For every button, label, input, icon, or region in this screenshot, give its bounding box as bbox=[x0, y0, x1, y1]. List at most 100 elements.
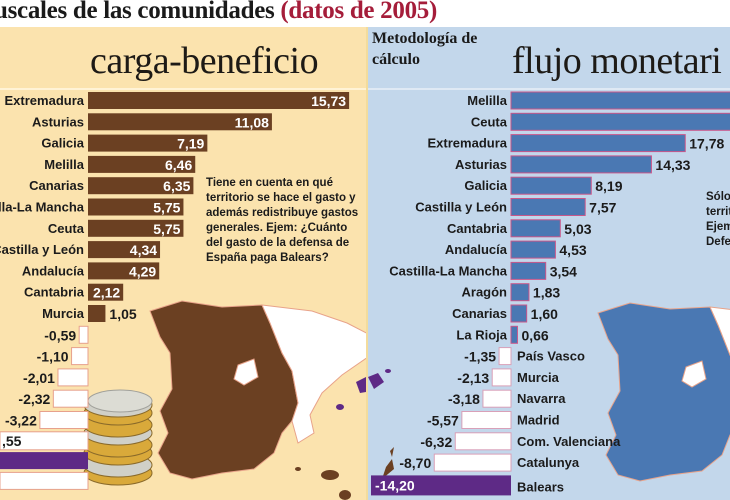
bar bbox=[510, 304, 528, 323]
bar bbox=[88, 262, 160, 280]
canary-island bbox=[382, 459, 394, 479]
bar bbox=[0, 471, 89, 490]
bar bbox=[88, 177, 194, 195]
category-label: Castilla y León bbox=[415, 200, 507, 215]
value-label: 6,35 bbox=[163, 178, 190, 194]
value-label: -3,18 bbox=[448, 391, 480, 407]
value-label: 7,19 bbox=[177, 136, 204, 152]
category-label: Cantabria bbox=[447, 221, 508, 236]
bar bbox=[510, 240, 556, 259]
value-label: -2,13 bbox=[457, 370, 489, 386]
category-label: Ceuta bbox=[48, 221, 85, 236]
value-label: -1,35 bbox=[464, 349, 496, 365]
divider bbox=[0, 88, 366, 90]
value-label: 6,46 bbox=[165, 157, 192, 173]
value-label: 4,53 bbox=[559, 242, 586, 258]
bar bbox=[88, 198, 184, 216]
value-label: 0,66 bbox=[521, 327, 548, 343]
bar bbox=[371, 475, 511, 496]
bar bbox=[498, 347, 512, 366]
value-label: -3,22 bbox=[5, 413, 37, 429]
bar bbox=[510, 219, 561, 238]
balears-island bbox=[368, 373, 384, 389]
value-label: 2,12 bbox=[93, 285, 120, 301]
value-label: -2,32 bbox=[18, 391, 50, 407]
headline-main: uscales de las comunidades bbox=[0, 0, 275, 24]
bar bbox=[510, 155, 652, 174]
flujo-monetario-title: flujo monetari bbox=[512, 40, 722, 82]
bar bbox=[510, 176, 592, 195]
bar bbox=[461, 411, 512, 429]
spain-map-madrid bbox=[233, 358, 259, 386]
coin-icon bbox=[87, 389, 153, 413]
bar bbox=[433, 453, 512, 472]
bar bbox=[57, 368, 89, 387]
category-label: Melilla bbox=[44, 157, 85, 172]
category-label: Andalucía bbox=[22, 263, 85, 278]
balears-island bbox=[356, 377, 366, 393]
category-label: Canarias bbox=[452, 306, 507, 321]
category-label: Cantabria bbox=[24, 285, 85, 300]
carga-beneficio-panel: carga-beneficio Extremadura 15,73 Asturias… bbox=[0, 27, 366, 500]
flujo-monetario-chart: Melilla Ceuta Extremadura 17,78 Asturias 14,3… bbox=[368, 91, 730, 496]
category-label: Castilla-La Mancha bbox=[389, 263, 508, 278]
spain-map-madrid bbox=[681, 360, 707, 388]
category-label: País Vasco bbox=[517, 349, 585, 364]
bar bbox=[88, 113, 272, 131]
bar bbox=[482, 389, 512, 408]
carga-beneficio-chart: Extremadura 15,73 Asturias 11,08 Galicia 7,19… bbox=[0, 92, 366, 500]
value-label: 5,75 bbox=[153, 200, 180, 216]
bar bbox=[39, 411, 89, 429]
category-label: Galicia bbox=[464, 178, 507, 193]
category-label: Balears bbox=[517, 479, 564, 494]
category-label: Madrid bbox=[517, 413, 560, 428]
bar bbox=[88, 134, 208, 152]
bar bbox=[0, 452, 88, 470]
value-label: 8,19 bbox=[595, 178, 622, 194]
category-label: Asturias bbox=[32, 114, 84, 129]
value-label: -6,32 bbox=[420, 434, 452, 450]
category-label: Canarias bbox=[29, 178, 84, 193]
bar bbox=[510, 198, 586, 216]
bar bbox=[510, 91, 730, 110]
category-label: Extremadura bbox=[428, 136, 508, 151]
value-label: 15,73 bbox=[311, 93, 346, 109]
category-label: Navarra bbox=[517, 391, 566, 406]
headline-highlight: (datos de 2005) bbox=[280, 0, 437, 24]
canary-island bbox=[321, 470, 339, 480]
spain-map-east bbox=[709, 306, 730, 357]
category-label: Murcia bbox=[517, 370, 560, 385]
value-label: 1,60 bbox=[531, 306, 558, 322]
value-label: -1,10 bbox=[37, 349, 69, 365]
bar bbox=[510, 283, 530, 302]
methodology-label: Metodología de cálculo bbox=[372, 30, 478, 68]
category-label: Catalunya bbox=[517, 455, 580, 470]
bar bbox=[78, 325, 89, 344]
bar bbox=[71, 347, 89, 366]
value-label: -2,01 bbox=[23, 370, 55, 386]
category-label: Extremadura bbox=[5, 93, 85, 108]
flujo-monetario-note: Sólo t territ Ejemp Defen bbox=[706, 191, 730, 248]
value-label: -5,57 bbox=[427, 413, 459, 429]
value-label: 3,54 bbox=[550, 263, 577, 279]
category-label: Castilla-La Mancha bbox=[0, 200, 85, 215]
value-label: -8,70 bbox=[399, 455, 431, 471]
carga-beneficio-title: carga-beneficio bbox=[90, 40, 319, 82]
bar bbox=[88, 219, 184, 237]
category-label: Castilla y León bbox=[0, 242, 84, 257]
headline: uscales de las comunidades (datos de 200… bbox=[0, 0, 437, 27]
bar bbox=[88, 155, 196, 173]
value-label: 17,78 bbox=[689, 136, 724, 152]
bar bbox=[510, 112, 730, 131]
value-label: 4,29 bbox=[129, 263, 156, 279]
value-label: 5,03 bbox=[564, 221, 591, 237]
category-label: Andalucía bbox=[445, 242, 508, 257]
bar bbox=[454, 432, 512, 451]
value-label: 1,83 bbox=[533, 285, 560, 301]
category-label: Melilla bbox=[467, 93, 508, 108]
value-label: 11,08 bbox=[235, 114, 269, 130]
bar bbox=[88, 92, 350, 109]
bar bbox=[510, 134, 686, 153]
value-label: 7,57 bbox=[589, 200, 616, 216]
bar bbox=[510, 261, 547, 280]
